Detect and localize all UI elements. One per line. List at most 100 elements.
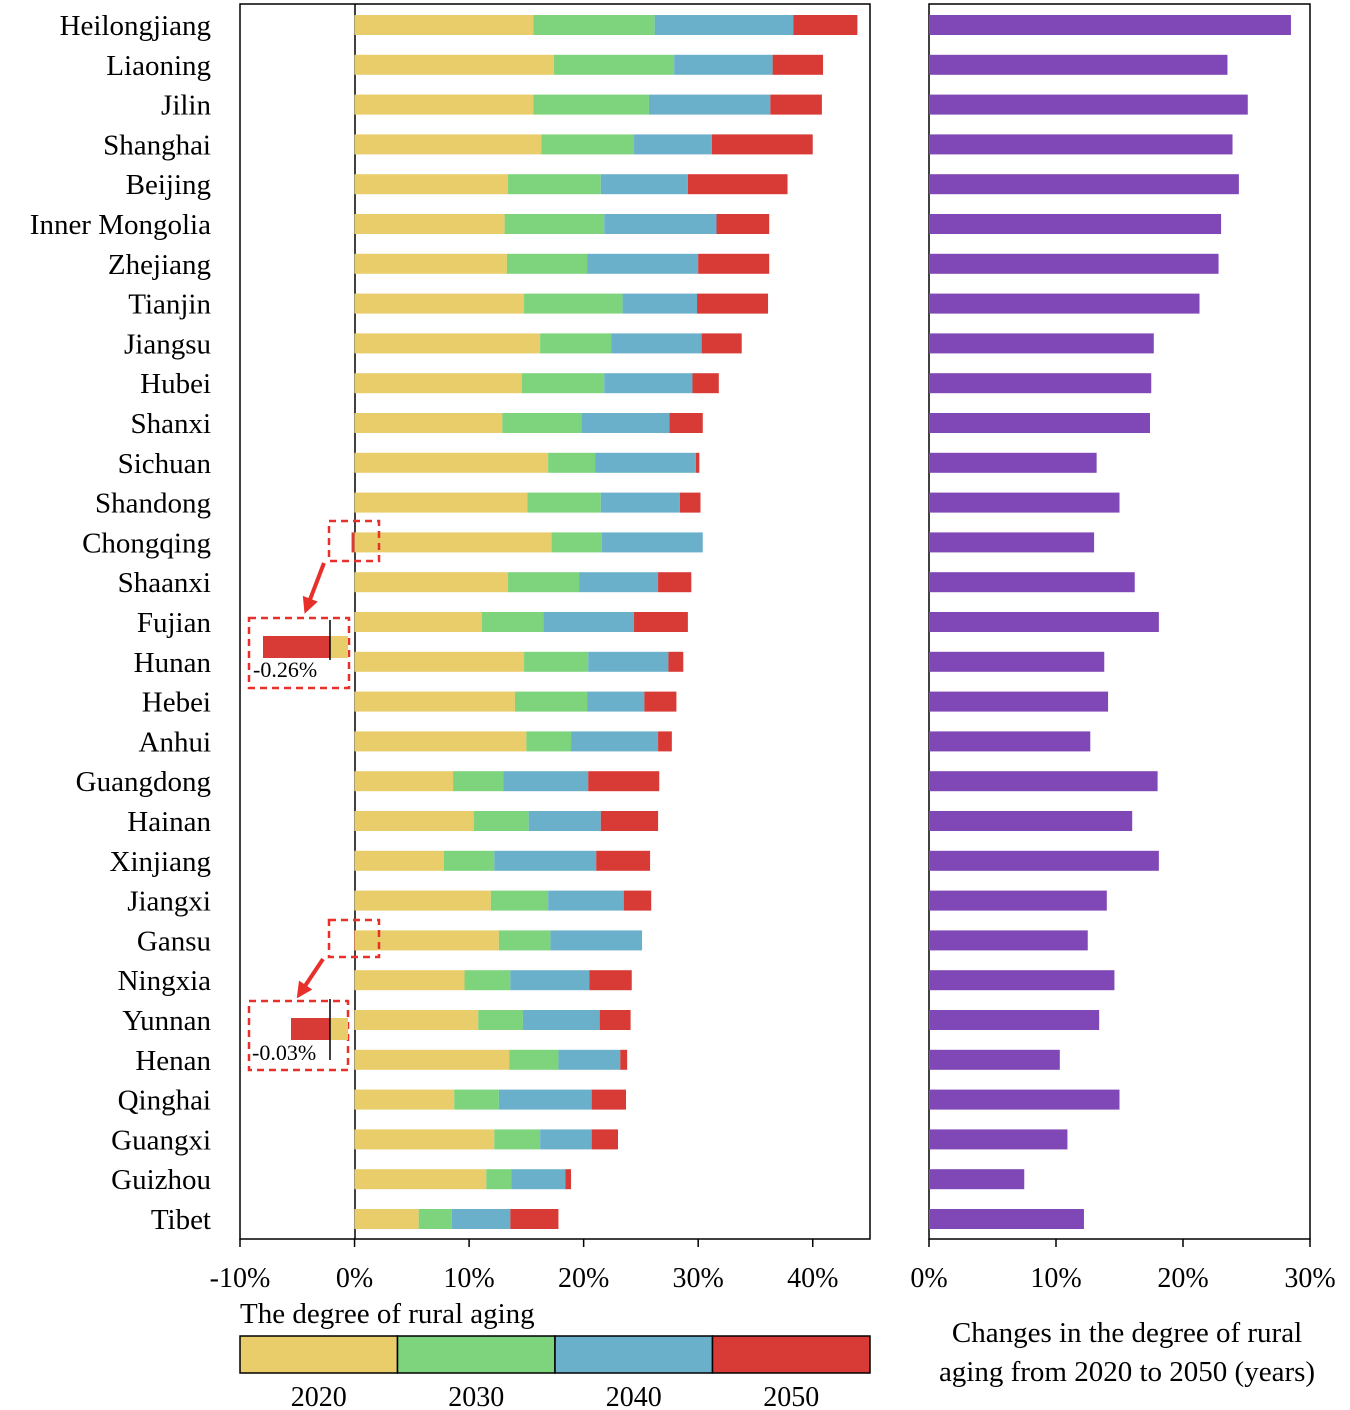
bar-tianjin-2050	[697, 293, 769, 314]
change-bar-qinghai	[929, 1089, 1120, 1110]
bar-jiangxi-2030	[490, 890, 549, 911]
bar-jiangsu-2030	[540, 333, 612, 354]
bar-fujian-2050	[634, 612, 688, 632]
bar-gansu-2020	[354, 930, 499, 951]
change-bar-liaoning	[929, 54, 1228, 75]
bar-gansu-2040	[550, 930, 643, 951]
left-tick-label: 0%	[336, 1263, 373, 1294]
bar-anhui-2030	[526, 731, 572, 752]
bar-jiangsu-2050	[701, 333, 742, 354]
bar-inner-mongolia-2030	[504, 214, 605, 234]
callout-negative-bar	[263, 636, 330, 658]
change-bar-zhejiang	[929, 253, 1219, 274]
bar-anhui-2050	[658, 731, 672, 752]
bar-xinjiang-2030	[443, 850, 495, 871]
bar-hebei-2030	[514, 691, 588, 712]
change-bar-anhui	[929, 731, 1091, 752]
change-bar-beijing	[929, 174, 1239, 195]
change-bar-chongqing	[929, 532, 1095, 553]
legend-label-2020: 2020	[291, 1382, 347, 1410]
province-label-zhejiang: Zhejiang	[108, 249, 211, 281]
bar-henan-2040	[558, 1049, 621, 1070]
province-label-sichuan: Sichuan	[118, 448, 212, 480]
province-label-xinjiang: Xinjiang	[110, 846, 212, 878]
right-tick-label: 10%	[1030, 1263, 1081, 1294]
bar-tianjin-2030	[524, 293, 623, 314]
bar-beijing-2050	[687, 174, 788, 195]
left-tick-label: 20%	[558, 1263, 609, 1294]
province-label-fujian: Fujian	[137, 607, 212, 639]
bar-tianjin-2040	[622, 293, 698, 314]
bar-shanghai-2020	[354, 134, 542, 155]
bar-tianjin-2020	[354, 293, 525, 314]
bar-hainan-2030	[473, 811, 529, 831]
bar-shandong-2020	[354, 492, 528, 513]
legend: 2020 2030 2040 2050	[239, 1335, 871, 1410]
province-label-liaoning: Liaoning	[106, 50, 211, 82]
change-bar-sichuan	[929, 452, 1097, 473]
province-label-jiangxi: Jiangxi	[127, 886, 211, 918]
change-bar-yunnan	[929, 1010, 1100, 1030]
province-label-shaanxi: Shaanxi	[118, 567, 211, 599]
right-x-axis-title-line-2: aging from 2020 to 2050 (years)	[939, 1356, 1315, 1388]
bar-sichuan-2030	[548, 452, 596, 473]
legend-label-2050: 2050	[763, 1382, 819, 1410]
change-bar-inner-mongolia	[929, 214, 1222, 234]
province-label-shandong: Shandong	[95, 488, 211, 520]
bar-zhejiang-2050	[698, 253, 770, 274]
bar-beijing-2040	[600, 174, 688, 195]
bar-zhejiang-2030	[506, 253, 588, 274]
bar-qinghai-2050	[591, 1089, 627, 1110]
bar-henan-2050	[620, 1049, 628, 1070]
bar-heilongjiang-2040	[654, 15, 794, 35]
bar-shandong-2030	[527, 492, 601, 513]
right-panel-bars: 0% 10% 20% 30% Changes in the degree of rur…	[910, 3, 1336, 1388]
bar-liaoning-2040	[674, 54, 773, 75]
province-label-gansu: Gansu	[137, 925, 211, 957]
bar-beijing-2020	[354, 174, 509, 195]
province-label-ningxia: Ningxia	[118, 965, 212, 997]
bar-tibet-2020	[354, 1209, 419, 1229]
change-bar-shanghai	[929, 134, 1233, 155]
bar-fujian-2040	[543, 612, 635, 632]
callout-value-label: -0.03%	[252, 1040, 316, 1065]
province-label-hunan: Hunan	[134, 647, 212, 679]
bar-ningxia-2020	[354, 970, 465, 991]
bar-shanghai-2040	[634, 134, 712, 155]
legend-swatch-2020	[239, 1335, 399, 1374]
bar-shanxi-2040	[581, 413, 670, 433]
bar-jiangsu-2020	[354, 333, 541, 354]
legend-label-2040: 2040	[606, 1382, 662, 1410]
change-bar-jiangsu	[929, 333, 1154, 354]
bar-guizhou-2020	[354, 1169, 487, 1190]
province-label-henan: Henan	[135, 1045, 211, 1077]
bar-guizhou-2030	[486, 1169, 512, 1190]
bar-inner-mongolia-2040	[604, 214, 717, 234]
change-bar-guangxi	[929, 1129, 1068, 1150]
legend-swatch-2050	[711, 1335, 871, 1374]
province-label-guangdong: Guangdong	[76, 766, 211, 798]
bar-jiangxi-2020	[354, 890, 491, 911]
bar-tibet-2050	[510, 1209, 559, 1229]
bar-xinjiang-2050	[596, 850, 651, 871]
callout-arrow-head	[302, 595, 318, 614]
bar-hunan-2030	[524, 651, 589, 672]
province-label-tibet: Tibet	[151, 1204, 211, 1236]
bar-qinghai-2030	[454, 1089, 499, 1110]
bar-guangdong-2050	[588, 771, 660, 792]
left-tick-label: 40%	[787, 1263, 838, 1294]
bar-fujian-2030	[481, 612, 544, 632]
bar-hunan-2020	[354, 651, 525, 672]
negative-value-callouts: -0.26% -0.03%	[247, 519, 381, 1072]
left-x-axis-title: The degree of rural aging	[240, 1298, 535, 1330]
bar-zhejiang-2040	[587, 253, 699, 274]
bar-liaoning-2050	[772, 54, 824, 75]
province-label-hebei: Hebei	[142, 687, 211, 719]
callout-value-label: -0.26%	[253, 657, 317, 682]
left-tick-label: 10%	[443, 1263, 494, 1294]
legend-label-2030: 2030	[448, 1382, 504, 1410]
bar-hubei-2050	[692, 373, 719, 394]
change-bar-hebei	[929, 691, 1109, 712]
bar-hubei-2020	[354, 373, 522, 394]
bar-chongqing-2030	[551, 532, 602, 553]
